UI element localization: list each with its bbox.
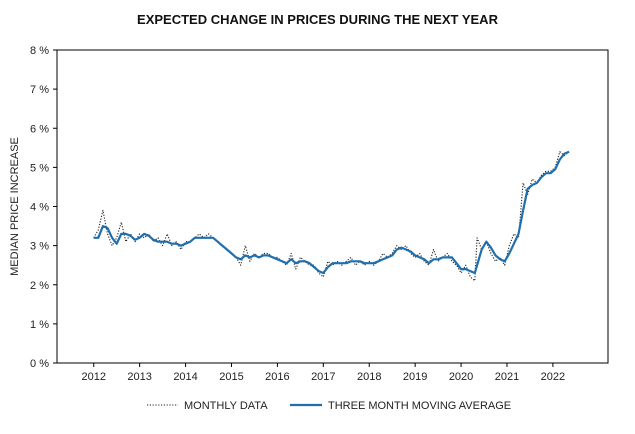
y-tick-label: 7 % bbox=[30, 84, 49, 96]
y-tick-label: 1 % bbox=[30, 319, 49, 331]
plot-area-frame bbox=[56, 49, 609, 364]
y-tick-label: 5 % bbox=[30, 162, 49, 174]
x-tick-label: 2015 bbox=[219, 371, 243, 383]
y-tick-label: 4 % bbox=[30, 202, 49, 214]
chart-title: EXPECTED CHANGE IN PRICES DURING THE NEX… bbox=[137, 12, 498, 27]
y-axis-label: MEDIAN PRICE INCREASE bbox=[9, 137, 21, 276]
x-tick-label: 2022 bbox=[541, 371, 565, 383]
series-layer bbox=[93, 150, 570, 282]
series-line-monthly bbox=[93, 151, 570, 282]
x-tick-label: 2014 bbox=[173, 371, 197, 383]
x-tick-label: 2018 bbox=[357, 371, 381, 383]
y-tick-label: 3 % bbox=[30, 241, 49, 253]
x-tick-label: 2012 bbox=[81, 371, 105, 383]
x-tick-label: 2021 bbox=[495, 371, 519, 383]
x-tick-label: 2020 bbox=[449, 371, 473, 383]
y-tick-label: 2 % bbox=[30, 280, 49, 292]
series-line-moving-average bbox=[93, 150, 570, 275]
x-axis: 2012 2013 2014 2015 2016 2017 2018 2019 2020 2021… bbox=[81, 363, 565, 383]
x-tick-label: 2016 bbox=[265, 371, 289, 383]
legend: MONTHLY DATA THREE MONTH MOVING AVERAGE bbox=[147, 400, 511, 412]
y-tick-label: 6 % bbox=[30, 123, 49, 135]
legend-label-monthly: MONTHLY DATA bbox=[184, 400, 268, 412]
y-axis: 0 % 1 % 2 % 3 % 4 % 5 % 6 % 7 % 8 % bbox=[30, 45, 57, 370]
x-tick-label: 2019 bbox=[403, 371, 427, 383]
x-tick-label: 2017 bbox=[311, 371, 335, 383]
y-tick-label: 0 % bbox=[30, 358, 49, 370]
x-tick-label: 2013 bbox=[127, 371, 151, 383]
y-tick-label: 8 % bbox=[30, 45, 49, 57]
legend-label-moving-average: THREE MONTH MOVING AVERAGE bbox=[328, 400, 511, 412]
